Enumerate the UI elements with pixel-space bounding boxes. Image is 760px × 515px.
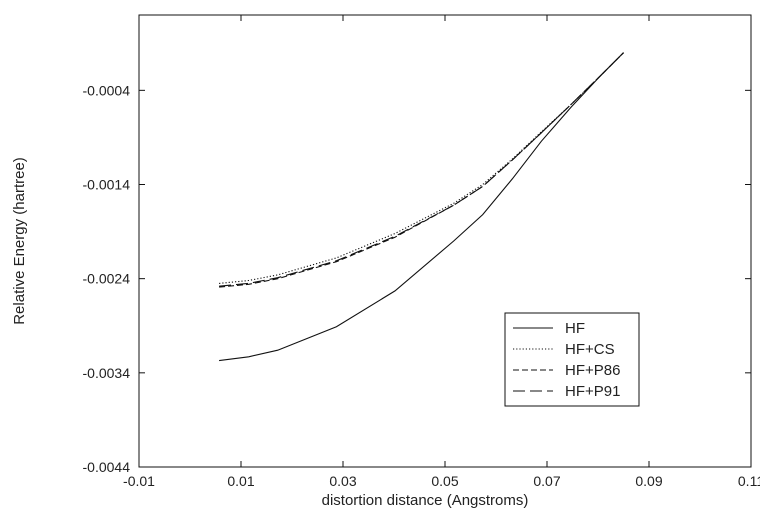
series-layer	[219, 52, 624, 362]
plot-frame	[138, 14, 752, 468]
series-line-hf-p86	[219, 52, 624, 288]
legend-label: HF+P86	[565, 362, 620, 379]
legend-label: HF+P91	[565, 383, 620, 400]
x-axis-ticks: -0.01 0.01 0.03 0.05 0.07 0.09 0.11	[123, 15, 760, 489]
y-axis-title: Relative Energy (hartree)	[11, 157, 28, 325]
x-tick-label: -0.01	[123, 473, 155, 489]
y-tick-label: -0.0024	[83, 271, 131, 287]
legend-label: HF	[565, 320, 585, 337]
x-tick-label: 0.07	[533, 473, 560, 489]
x-tick-label: 0.01	[227, 473, 254, 489]
legend-label: HF+CS	[565, 341, 615, 358]
y-tick-label: -0.0014	[83, 177, 131, 193]
series-line-hf-cs	[219, 52, 624, 284]
y-tick-label: -0.0034	[83, 365, 131, 381]
y-tick-label: -0.0004	[83, 82, 131, 98]
x-tick-label: 0.05	[431, 473, 458, 489]
x-tick-label: 0.11	[738, 473, 760, 489]
x-axis-title: distortion distance (Angstroms)	[322, 492, 529, 509]
y-axis-ticks: -0.0044 -0.0034 -0.0024 -0.0014 -0.0004	[83, 82, 751, 475]
x-tick-label: 0.09	[635, 473, 662, 489]
legend: HF HF+CS HF+P86 HF+P91	[504, 312, 640, 407]
series-line-hf-p91	[219, 52, 624, 287]
x-tick-label: 0.03	[329, 473, 356, 489]
series-line-hf	[219, 52, 624, 362]
y-tick-label: -0.0044	[83, 459, 131, 475]
